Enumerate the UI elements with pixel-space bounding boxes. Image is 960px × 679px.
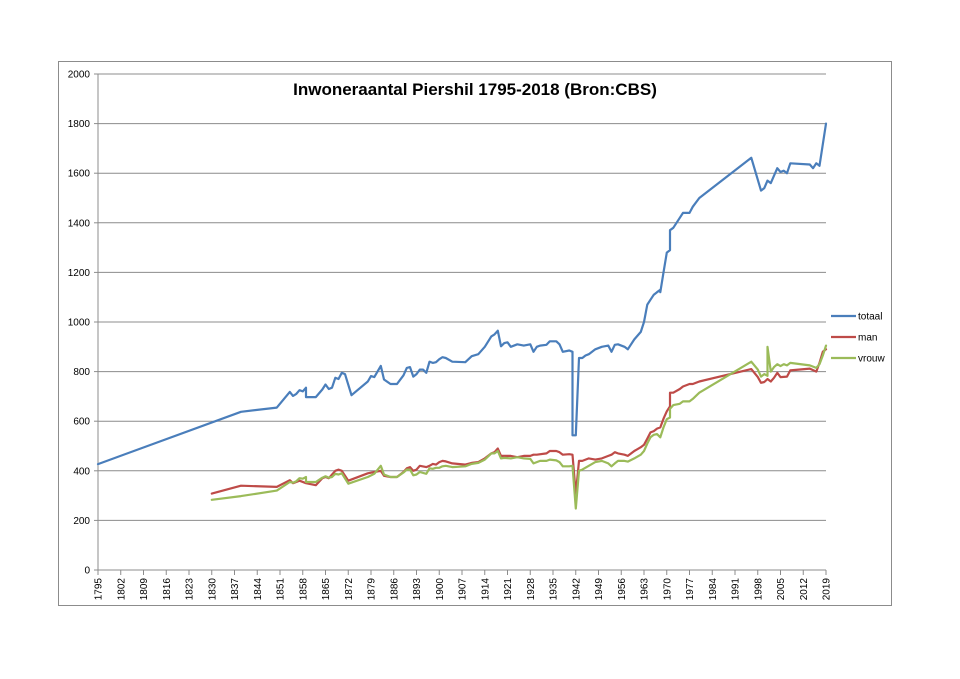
x-tick-label: 1837 (230, 578, 241, 601)
axes (94, 73, 827, 575)
x-tick-label: 1879 (367, 578, 378, 601)
x-tick-label: 1858 (298, 578, 309, 601)
x-tick-label: 2005 (776, 578, 787, 601)
x-axis-ticks: 1795 1802 1809 1816 1823 1830 1837 1844 1851 1858… (94, 578, 833, 601)
x-tick-label: 1900 (435, 578, 446, 601)
x-tick-label: 1956 (617, 578, 628, 601)
x-tick-label: 1935 (549, 578, 560, 601)
legend-label-man: man (858, 333, 877, 344)
x-tick-label: 1844 (253, 578, 264, 601)
x-tick-label: 2012 (799, 578, 810, 601)
x-tick-label: 1865 (321, 578, 332, 601)
y-tick-label: 600 (73, 417, 90, 428)
x-tick-label: 1907 (458, 578, 469, 601)
y-tick-label: 1400 (68, 218, 91, 229)
y-tick-label: 800 (73, 367, 90, 378)
x-tick-label: 1991 (731, 578, 742, 601)
x-tick-label: 1886 (389, 578, 400, 601)
x-tick-label: 1949 (594, 578, 605, 601)
legend-label-totaal: totaal (858, 312, 882, 323)
y-tick-label: 1000 (68, 318, 91, 329)
legend-label-vrouw: vrouw (858, 354, 885, 365)
x-tick-label: 1823 (185, 578, 196, 601)
x-tick-label: 1970 (662, 578, 673, 601)
legend: totaal man vrouw (831, 312, 885, 365)
x-tick-label: 2019 (822, 578, 833, 601)
chart-title: Inwoneraantal Piershil 1795-2018 (Bron:C… (293, 80, 657, 99)
x-tick-label: 1851 (276, 578, 287, 601)
x-tick-label: 1809 (139, 578, 150, 601)
y-tick-label: 2000 (68, 70, 91, 81)
x-tick-label: 1802 (116, 578, 127, 601)
y-tick-label: 400 (73, 466, 90, 477)
x-tick-label: 1914 (480, 578, 491, 601)
x-tick-label: 1928 (526, 578, 537, 601)
x-tick-label: 1816 (162, 578, 173, 601)
x-tick-label: 1984 (708, 578, 719, 601)
x-tick-label: 1963 (640, 578, 651, 601)
chart-frame (58, 61, 892, 606)
y-tick-label: 1800 (68, 119, 91, 130)
x-tick-label: 1921 (503, 578, 514, 601)
x-tick-label: 1998 (753, 578, 764, 601)
y-axis-ticks: 0 200 400 600 800 1000 1200 1400 1600 1800 2000 (68, 70, 91, 577)
y-tick-label: 1600 (68, 169, 91, 180)
x-tick-label: 1830 (207, 578, 218, 601)
x-tick-label: 1795 (94, 578, 105, 601)
x-tick-label: 1872 (344, 578, 355, 601)
series-lines (96, 122, 828, 510)
y-tick-label: 200 (73, 516, 90, 527)
x-tick-label: 1977 (685, 578, 696, 601)
y-tick-label: 1200 (68, 268, 91, 279)
series-line-vrouw (210, 344, 828, 510)
y-tick-label: 0 (84, 566, 90, 577)
gridlines (98, 73, 826, 521)
x-tick-label: 1893 (412, 578, 423, 601)
x-tick-label: 1942 (571, 578, 582, 601)
series-line-totaal (96, 122, 828, 466)
